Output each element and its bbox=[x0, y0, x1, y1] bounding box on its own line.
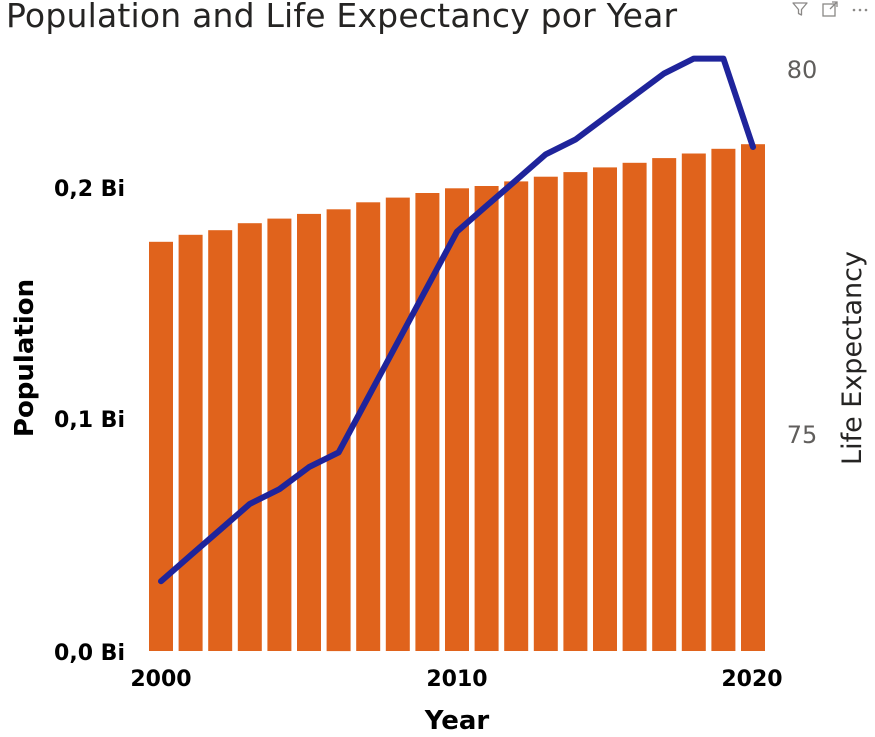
population-bar-2000[interactable] bbox=[149, 241, 173, 652]
y-tick-label: 0,2 Bi bbox=[54, 177, 125, 202]
population-bar-2018[interactable] bbox=[681, 153, 706, 652]
x-tick-label: 2000 bbox=[130, 667, 191, 692]
life-expectancy-line-layer bbox=[158, 55, 756, 585]
focus-mode-icon[interactable] bbox=[821, 0, 839, 18]
population-bar-2002[interactable] bbox=[208, 230, 233, 651]
population-bar-2011[interactable] bbox=[474, 186, 499, 651]
life-expectancy-line[interactable] bbox=[158, 55, 756, 585]
population-bar-2008[interactable] bbox=[385, 197, 410, 651]
population-bar-2017[interactable] bbox=[652, 158, 677, 651]
population-bar-2005[interactable] bbox=[297, 213, 321, 651]
y-tick-label: 0,1 Bi bbox=[54, 408, 125, 433]
y2-tick-label: 80 bbox=[787, 56, 818, 84]
filter-icon[interactable] bbox=[791, 0, 809, 18]
population-bar-2013[interactable] bbox=[533, 176, 558, 651]
population-bar-2007[interactable] bbox=[356, 202, 381, 652]
y-tick-label: 0,0 Bi bbox=[54, 641, 125, 666]
population-bar-2001[interactable] bbox=[178, 234, 203, 652]
population-bar-2004[interactable] bbox=[267, 218, 292, 651]
population-bars bbox=[149, 144, 765, 652]
population-bar-2015[interactable] bbox=[593, 167, 617, 651]
population-bar-2003[interactable] bbox=[237, 223, 262, 651]
more-options-icon[interactable] bbox=[851, 0, 869, 18]
population-bar-2012[interactable] bbox=[504, 181, 529, 651]
population-bar-2019[interactable] bbox=[711, 148, 736, 652]
visual-header bbox=[791, 0, 869, 18]
x-tick-label: 2020 bbox=[721, 667, 782, 692]
population-bar-2020[interactable] bbox=[741, 144, 765, 651]
y2-tick-label: 75 bbox=[787, 421, 818, 449]
y-axis-title: Population bbox=[10, 279, 40, 437]
population-bar-2010[interactable] bbox=[445, 188, 469, 652]
x-axis-title: Year bbox=[424, 706, 490, 736]
population-bar-2006[interactable] bbox=[326, 209, 351, 652]
x-tick-label: 2010 bbox=[426, 667, 487, 692]
y2-axis-title: Life Expectancy bbox=[837, 251, 868, 465]
chart-title: Population and Life Expectancy por Year bbox=[6, 0, 678, 35]
population-bar-2016[interactable] bbox=[622, 162, 647, 652]
population-bar-2014[interactable] bbox=[563, 172, 588, 651]
population-bar-2009[interactable] bbox=[415, 193, 440, 651]
